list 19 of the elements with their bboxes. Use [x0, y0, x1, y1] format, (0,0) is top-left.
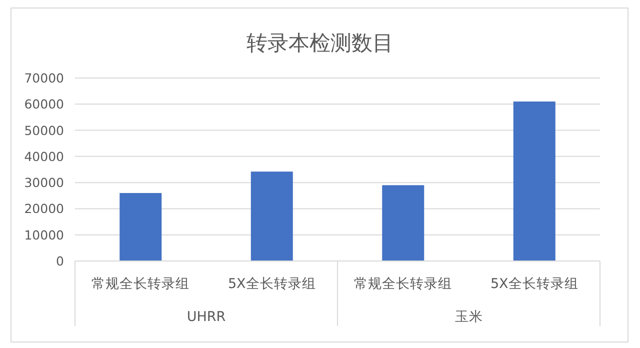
bar [250, 172, 293, 261]
bar [382, 185, 424, 261]
bar [120, 193, 162, 261]
chart-title: 转录本检测数目 [246, 31, 394, 55]
y-tick-label: 10000 [24, 227, 64, 242]
text: UHRR [186, 309, 226, 325]
y-tick-label: 60000 [24, 96, 64, 112]
y-tick-label: 50000 [24, 122, 64, 138]
y-tick-label: 30000 [24, 175, 64, 190]
x-tick-label: 5X全长转录组 [228, 276, 316, 292]
bar [513, 102, 556, 261]
x-tick-label: 常规全长转录组 [354, 276, 452, 292]
x-tick-label: 常规全长转录组 [92, 276, 190, 292]
y-tick-label: 20000 [24, 201, 64, 216]
y-tick-label: 40000 [24, 148, 64, 164]
x-tick-label: 5X全长转录组 [490, 276, 578, 292]
text: 玉米 [454, 309, 483, 325]
y-tick-label: 70000 [24, 70, 64, 86]
y-tick-label: 0 [56, 254, 64, 268]
